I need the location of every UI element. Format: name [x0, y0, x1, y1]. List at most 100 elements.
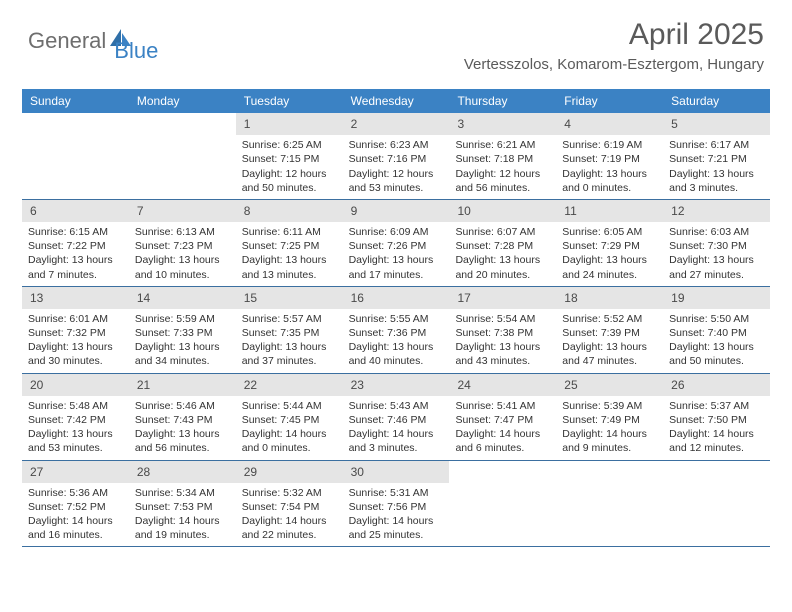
- day-cell: 12Sunrise: 6:03 AMSunset: 7:30 PMDayligh…: [663, 200, 770, 286]
- day-cell: 29Sunrise: 5:32 AMSunset: 7:54 PMDayligh…: [236, 461, 343, 547]
- page-title: April 2025: [464, 18, 764, 52]
- day-header-mon: Monday: [129, 89, 236, 113]
- sunrise-text: Sunrise: 5:48 AM: [28, 399, 123, 413]
- day-body: Sunrise: 6:01 AMSunset: 7:32 PMDaylight:…: [22, 309, 129, 373]
- title-block: April 2025 Vertesszolos, Komarom-Eszterg…: [464, 18, 764, 73]
- sunrise-text: Sunrise: 5:39 AM: [562, 399, 657, 413]
- day-number: 17: [449, 287, 556, 309]
- sunset-text: Sunset: 7:46 PM: [349, 413, 444, 427]
- daylight-text: Daylight: 13 hours and 24 minutes.: [562, 253, 657, 281]
- day-body: Sunrise: 6:23 AMSunset: 7:16 PMDaylight:…: [343, 135, 450, 199]
- day-cell: .: [129, 113, 236, 199]
- day-body: Sunrise: 5:50 AMSunset: 7:40 PMDaylight:…: [663, 309, 770, 373]
- day-body: Sunrise: 6:21 AMSunset: 7:18 PMDaylight:…: [449, 135, 556, 199]
- day-body: Sunrise: 6:19 AMSunset: 7:19 PMDaylight:…: [556, 135, 663, 199]
- sunrise-text: Sunrise: 5:57 AM: [242, 312, 337, 326]
- daylight-text: Daylight: 13 hours and 40 minutes.: [349, 340, 444, 368]
- day-body: Sunrise: 5:46 AMSunset: 7:43 PMDaylight:…: [129, 396, 236, 460]
- day-body: Sunrise: 5:55 AMSunset: 7:36 PMDaylight:…: [343, 309, 450, 373]
- daylight-text: Daylight: 14 hours and 6 minutes.: [455, 427, 550, 455]
- daylight-text: Daylight: 13 hours and 3 minutes.: [669, 167, 764, 195]
- day-number: 30: [343, 461, 450, 483]
- sunrise-text: Sunrise: 6:01 AM: [28, 312, 123, 326]
- week-row: 20Sunrise: 5:48 AMSunset: 7:42 PMDayligh…: [22, 374, 770, 461]
- sunset-text: Sunset: 7:23 PM: [135, 239, 230, 253]
- sunset-text: Sunset: 7:33 PM: [135, 326, 230, 340]
- day-header-sun: Sunday: [22, 89, 129, 113]
- day-cell: 26Sunrise: 5:37 AMSunset: 7:50 PMDayligh…: [663, 374, 770, 460]
- day-number: 23: [343, 374, 450, 396]
- daylight-text: Daylight: 13 hours and 53 minutes.: [28, 427, 123, 455]
- sunset-text: Sunset: 7:49 PM: [562, 413, 657, 427]
- sunrise-text: Sunrise: 5:32 AM: [242, 486, 337, 500]
- sunset-text: Sunset: 7:56 PM: [349, 500, 444, 514]
- sunrise-text: Sunrise: 6:19 AM: [562, 138, 657, 152]
- sunrise-text: Sunrise: 6:05 AM: [562, 225, 657, 239]
- day-body: Sunrise: 6:05 AMSunset: 7:29 PMDaylight:…: [556, 222, 663, 286]
- daylight-text: Daylight: 14 hours and 25 minutes.: [349, 514, 444, 542]
- sunrise-text: Sunrise: 5:54 AM: [455, 312, 550, 326]
- day-cell: 7Sunrise: 6:13 AMSunset: 7:23 PMDaylight…: [129, 200, 236, 286]
- day-cell: 1Sunrise: 6:25 AMSunset: 7:15 PMDaylight…: [236, 113, 343, 199]
- sunrise-text: Sunrise: 5:37 AM: [669, 399, 764, 413]
- week-row: 13Sunrise: 6:01 AMSunset: 7:32 PMDayligh…: [22, 287, 770, 374]
- day-number: 10: [449, 200, 556, 222]
- day-number: 1: [236, 113, 343, 135]
- day-body: Sunrise: 5:43 AMSunset: 7:46 PMDaylight:…: [343, 396, 450, 460]
- day-number: 22: [236, 374, 343, 396]
- day-number: 16: [343, 287, 450, 309]
- day-body: Sunrise: 6:11 AMSunset: 7:25 PMDaylight:…: [236, 222, 343, 286]
- daylight-text: Daylight: 14 hours and 9 minutes.: [562, 427, 657, 455]
- sunset-text: Sunset: 7:18 PM: [455, 152, 550, 166]
- day-cell: 18 Sunrise: 5:52 AMSunset: 7:39 PMDayligh…: [556, 287, 663, 373]
- daylight-text: Daylight: 13 hours and 27 minutes.: [669, 253, 764, 281]
- sunset-text: Sunset: 7:22 PM: [28, 239, 123, 253]
- sunset-text: Sunset: 7:40 PM: [669, 326, 764, 340]
- sunrise-text: Sunrise: 5:34 AM: [135, 486, 230, 500]
- sunset-text: Sunset: 7:38 PM: [455, 326, 550, 340]
- sunset-text: Sunset: 7:39 PM: [562, 326, 657, 340]
- sunset-text: Sunset: 7:30 PM: [669, 239, 764, 253]
- sunrise-text: Sunrise: 5:36 AM: [28, 486, 123, 500]
- day-number: 29: [236, 461, 343, 483]
- day-number: 18: [556, 287, 663, 309]
- day-body: Sunrise: 6:03 AMSunset: 7:30 PMDaylight:…: [663, 222, 770, 286]
- daylight-text: Daylight: 13 hours and 47 minutes.: [562, 340, 657, 368]
- sunset-text: Sunset: 7:15 PM: [242, 152, 337, 166]
- sunset-text: Sunset: 7:28 PM: [455, 239, 550, 253]
- day-cell: 17 Sunrise: 5:54 AMSunset: 7:38 PMDayligh…: [449, 287, 556, 373]
- day-number: 28: [129, 461, 236, 483]
- day-cell: 15Sunrise: 5:57 AMSunset: 7:35 PMDayligh…: [236, 287, 343, 373]
- sunrise-text: Sunrise: 5:52 AM: [562, 312, 657, 326]
- day-number: 15: [236, 287, 343, 309]
- sunrise-text: Sunrise: 6:11 AM: [242, 225, 337, 239]
- sunset-text: Sunset: 7:16 PM: [349, 152, 444, 166]
- day-cell: .: [449, 461, 556, 547]
- sunset-text: Sunset: 7:32 PM: [28, 326, 123, 340]
- sunset-text: Sunset: 7:43 PM: [135, 413, 230, 427]
- day-number: 4: [556, 113, 663, 135]
- day-body: Sunrise: 5:36 AMSunset: 7:52 PMDaylight:…: [22, 483, 129, 547]
- day-number: 11: [556, 200, 663, 222]
- daylight-text: Daylight: 13 hours and 30 minutes.: [28, 340, 123, 368]
- day-number: 19: [663, 287, 770, 309]
- daylight-text: Daylight: 14 hours and 19 minutes.: [135, 514, 230, 542]
- day-header-wed: Wednesday: [343, 89, 450, 113]
- day-cell: 11Sunrise: 6:05 AMSunset: 7:29 PMDayligh…: [556, 200, 663, 286]
- sunrise-text: Sunrise: 6:07 AM: [455, 225, 550, 239]
- day-cell: 3Sunrise: 6:21 AMSunset: 7:18 PMDaylight…: [449, 113, 556, 199]
- day-cell: 5Sunrise: 6:17 AMSunset: 7:21 PMDaylight…: [663, 113, 770, 199]
- day-number: 6: [22, 200, 129, 222]
- week-row: 6Sunrise: 6:15 AMSunset: 7:22 PMDaylight…: [22, 200, 770, 287]
- day-cell: 2Sunrise: 6:23 AMSunset: 7:16 PMDaylight…: [343, 113, 450, 199]
- week-row: 27Sunrise: 5:36 AMSunset: 7:52 PMDayligh…: [22, 461, 770, 548]
- daylight-text: Daylight: 13 hours and 43 minutes.: [455, 340, 550, 368]
- sunrise-text: Sunrise: 6:13 AM: [135, 225, 230, 239]
- day-number: 14: [129, 287, 236, 309]
- day-header-row: Sunday Monday Tuesday Wednesday Thursday…: [22, 89, 770, 113]
- day-cell: .: [556, 461, 663, 547]
- daylight-text: Daylight: 14 hours and 16 minutes.: [28, 514, 123, 542]
- daylight-text: Daylight: 13 hours and 50 minutes.: [669, 340, 764, 368]
- day-header-tue: Tuesday: [236, 89, 343, 113]
- sunset-text: Sunset: 7:42 PM: [28, 413, 123, 427]
